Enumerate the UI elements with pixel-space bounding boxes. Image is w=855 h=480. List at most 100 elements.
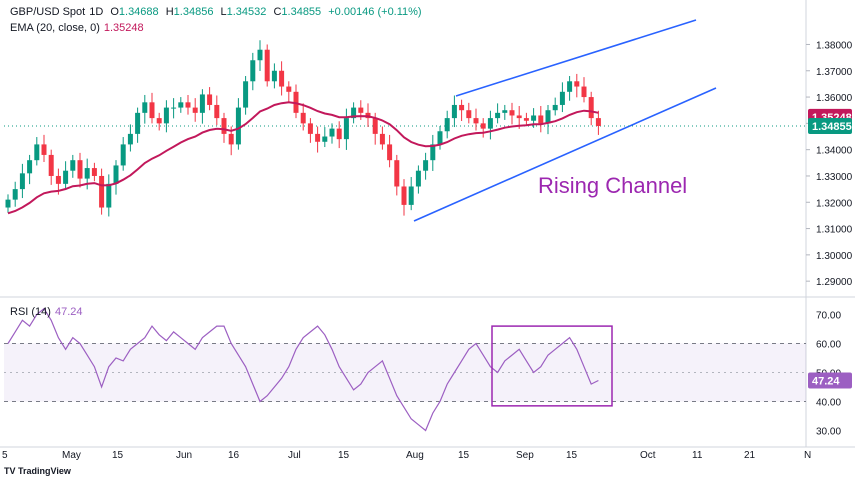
candle-body [509, 110, 515, 116]
rising-channel-label: Rising Channel [538, 173, 687, 198]
rising-channel [4, 19, 806, 222]
candle-body [358, 107, 364, 113]
rsi-label: RSI (14) [10, 306, 51, 318]
low-value: 1.34532 [226, 6, 267, 18]
candle-body [243, 81, 249, 108]
candles [5, 40, 601, 217]
candle-body [322, 136, 328, 142]
candle-body [106, 183, 112, 208]
time-tick-label: 16 [228, 450, 240, 461]
candle-body [135, 112, 141, 134]
candle-body [70, 160, 76, 171]
candle-body [559, 91, 565, 105]
candle-body [430, 144, 436, 161]
candle-body [286, 86, 292, 92]
candle-body [408, 186, 414, 205]
candle-body [595, 118, 601, 126]
candle-body [221, 118, 227, 134]
price-tick-label: 1.29000 [816, 277, 853, 288]
price-tick-label: 1.34000 [816, 146, 853, 157]
time-tick-label: 15 [458, 450, 470, 461]
ema-line [7, 101, 599, 215]
time-tick-label: 15 [566, 450, 578, 461]
candle-body [84, 168, 90, 179]
price-tick-label: 1.32000 [816, 198, 853, 209]
candle-body [394, 160, 400, 187]
ema-info: EMA (20, close, 0) 1.35248 [10, 22, 148, 34]
rsi-badge-text: 47.24 [812, 376, 840, 388]
candle-body [538, 115, 544, 124]
price-tick-label: 1.33000 [816, 172, 853, 183]
candle-body [120, 144, 126, 166]
open-value: 1.34688 [118, 6, 159, 18]
candle-body [523, 118, 529, 121]
candle-body [279, 70, 285, 87]
candle-body [531, 115, 537, 121]
rsi-badge [808, 372, 852, 389]
candle-body [588, 97, 594, 119]
candle-body [379, 133, 385, 145]
candle-body [156, 118, 162, 124]
time-tick-label: Aug [406, 450, 424, 461]
candle-body [473, 118, 479, 124]
change-value: +0.00146 (+0.11%) [328, 6, 422, 18]
candle-body [257, 49, 263, 61]
candle-body [387, 144, 393, 161]
open-label: O [110, 6, 119, 18]
candle-body [315, 133, 321, 142]
candle-body [207, 94, 213, 105]
candle-body [27, 160, 33, 174]
rsi-highlight-box [491, 325, 613, 407]
low-label: L [220, 6, 227, 18]
candle-body [567, 81, 573, 92]
time-axis: 5 May 15 Jun 16 Jul 15 Aug 15 Sep 15 Oct 11 21 N [2, 450, 811, 461]
candle-body [192, 107, 198, 113]
price-tick-label: 1.30000 [816, 251, 853, 262]
price-badge [808, 117, 852, 134]
candle-body [19, 173, 25, 190]
time-tick-label: N [804, 450, 811, 461]
interval: 1D [89, 6, 104, 18]
candle-body [113, 165, 119, 184]
candle-body [444, 118, 450, 132]
candle-body [502, 110, 508, 113]
candle-body [55, 175, 61, 184]
candle-body [41, 144, 47, 155]
candle-body [336, 128, 342, 140]
candle-body [574, 81, 580, 87]
rsi-value: 47.24 [54, 306, 83, 318]
rsi-tick-label: 60.00 [816, 340, 841, 351]
candle-body [329, 128, 335, 137]
price-axis: 1.29000 1.30000 1.31000 1.32000 1.33000 1.340… [806, 40, 853, 288]
candle-body [437, 131, 443, 145]
time-tick-label: 5 [2, 450, 8, 461]
channel-upper-line [455, 19, 697, 97]
candle-body [228, 133, 234, 145]
candle-body [459, 104, 465, 111]
candle-body [495, 112, 501, 119]
close-label: C [273, 6, 282, 18]
price-tick-label: 1.37000 [816, 67, 853, 78]
time-tick-label: Jul [288, 450, 301, 461]
candle-body [581, 86, 587, 98]
time-tick-label: 15 [338, 450, 350, 461]
candle-body [5, 199, 11, 208]
candle-body [401, 186, 407, 205]
candle-body [372, 118, 378, 134]
candle-body [451, 104, 457, 119]
rsi-band [4, 343, 806, 402]
candle-body [343, 118, 349, 140]
candle-body [480, 123, 486, 129]
candle-body [48, 154, 54, 176]
candle-body [552, 104, 558, 111]
candle-body [12, 189, 18, 200]
candle-body [271, 70, 277, 82]
candle-body [142, 102, 148, 113]
price-badge-text: 1.34855 [812, 121, 852, 133]
candle-body [235, 107, 241, 145]
time-tick-label: 11 [692, 450, 703, 461]
price-tick-label: 1.36000 [816, 93, 853, 104]
candle-body [487, 118, 493, 129]
price-tick-label: 1.31000 [816, 225, 853, 236]
